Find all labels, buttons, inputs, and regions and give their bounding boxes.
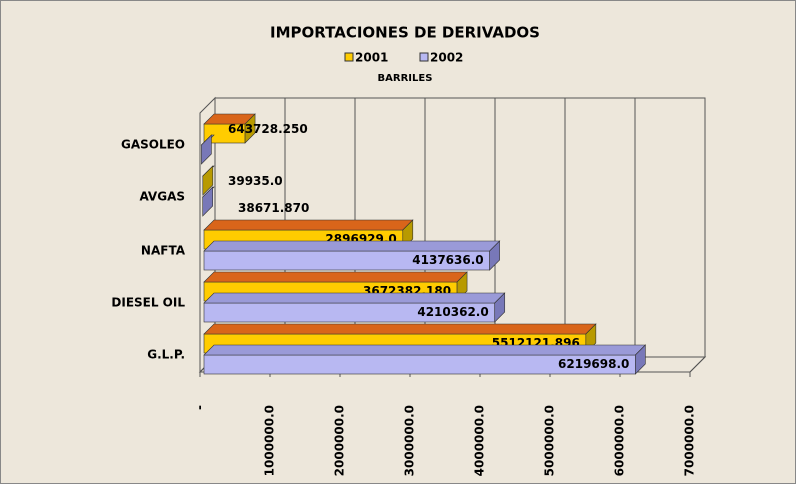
x-tick-label: 3000000.0 (403, 405, 417, 476)
legend-label: 2002 (430, 51, 463, 65)
category-label: DIESEL OIL (111, 296, 185, 310)
legend-label: 2001 (355, 51, 388, 65)
bar-side (202, 165, 214, 196)
bar-top (203, 219, 414, 231)
category-label: GASOLEO (121, 138, 185, 152)
bar-side (201, 134, 212, 165)
value-label: 4210362.0 (417, 305, 488, 319)
category-label: G.L.P. (147, 348, 185, 362)
category-label: NAFTA (141, 244, 186, 258)
x-tick-label: 5000000.0 (543, 405, 557, 476)
bar-top (203, 344, 647, 356)
bar-top (203, 271, 468, 283)
x-tick-label: 2000000.0 (333, 405, 347, 476)
value-label: 39935.0 (228, 174, 283, 188)
x-tick-label: - (193, 405, 207, 410)
value-label: 6219698.0 (558, 357, 629, 371)
bar-side (635, 344, 646, 375)
x-tick-label: 1000000.0 (263, 405, 277, 476)
bar-side (489, 240, 500, 271)
floor-grid-line (689, 356, 706, 373)
x-tick-label: 4000000.0 (473, 405, 487, 476)
bar-top (203, 240, 501, 252)
value-label: 643728.250 (228, 122, 308, 136)
value-label: 38671.870 (238, 201, 309, 215)
bar-side (244, 113, 256, 144)
bar-top (203, 323, 597, 335)
bar-side (202, 186, 214, 217)
chart-title: IMPORTACIONES DE DERIVADOS (270, 24, 540, 42)
x-tick-label: 6000000.0 (613, 405, 627, 476)
value-label: 4137636.0 (412, 253, 483, 267)
legend-swatch (419, 52, 429, 62)
bar-top (203, 292, 506, 304)
x-tick-label: 7000000.0 (683, 405, 697, 476)
legend-swatch (344, 52, 354, 62)
chart-subtitle: BARRILES (378, 73, 433, 84)
bar-side (494, 292, 506, 323)
category-label: AVGAS (139, 190, 185, 204)
